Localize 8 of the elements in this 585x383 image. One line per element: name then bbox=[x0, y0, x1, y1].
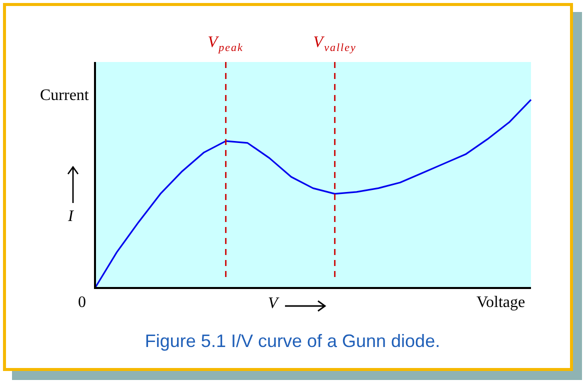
x-axis-title: Voltage bbox=[476, 294, 526, 312]
x-tick-label: V$_{peak}$ bbox=[208, 34, 244, 54]
y-axis-title: Current bbox=[40, 87, 89, 105]
text: V bbox=[268, 295, 278, 313]
x-tick-label: V$_{valley}$ bbox=[313, 34, 356, 54]
text: Figure 5.1 I/V curve of a Gunn diode. bbox=[144, 331, 442, 352]
text: 0 bbox=[78, 294, 86, 312]
text: I bbox=[68, 208, 74, 226]
